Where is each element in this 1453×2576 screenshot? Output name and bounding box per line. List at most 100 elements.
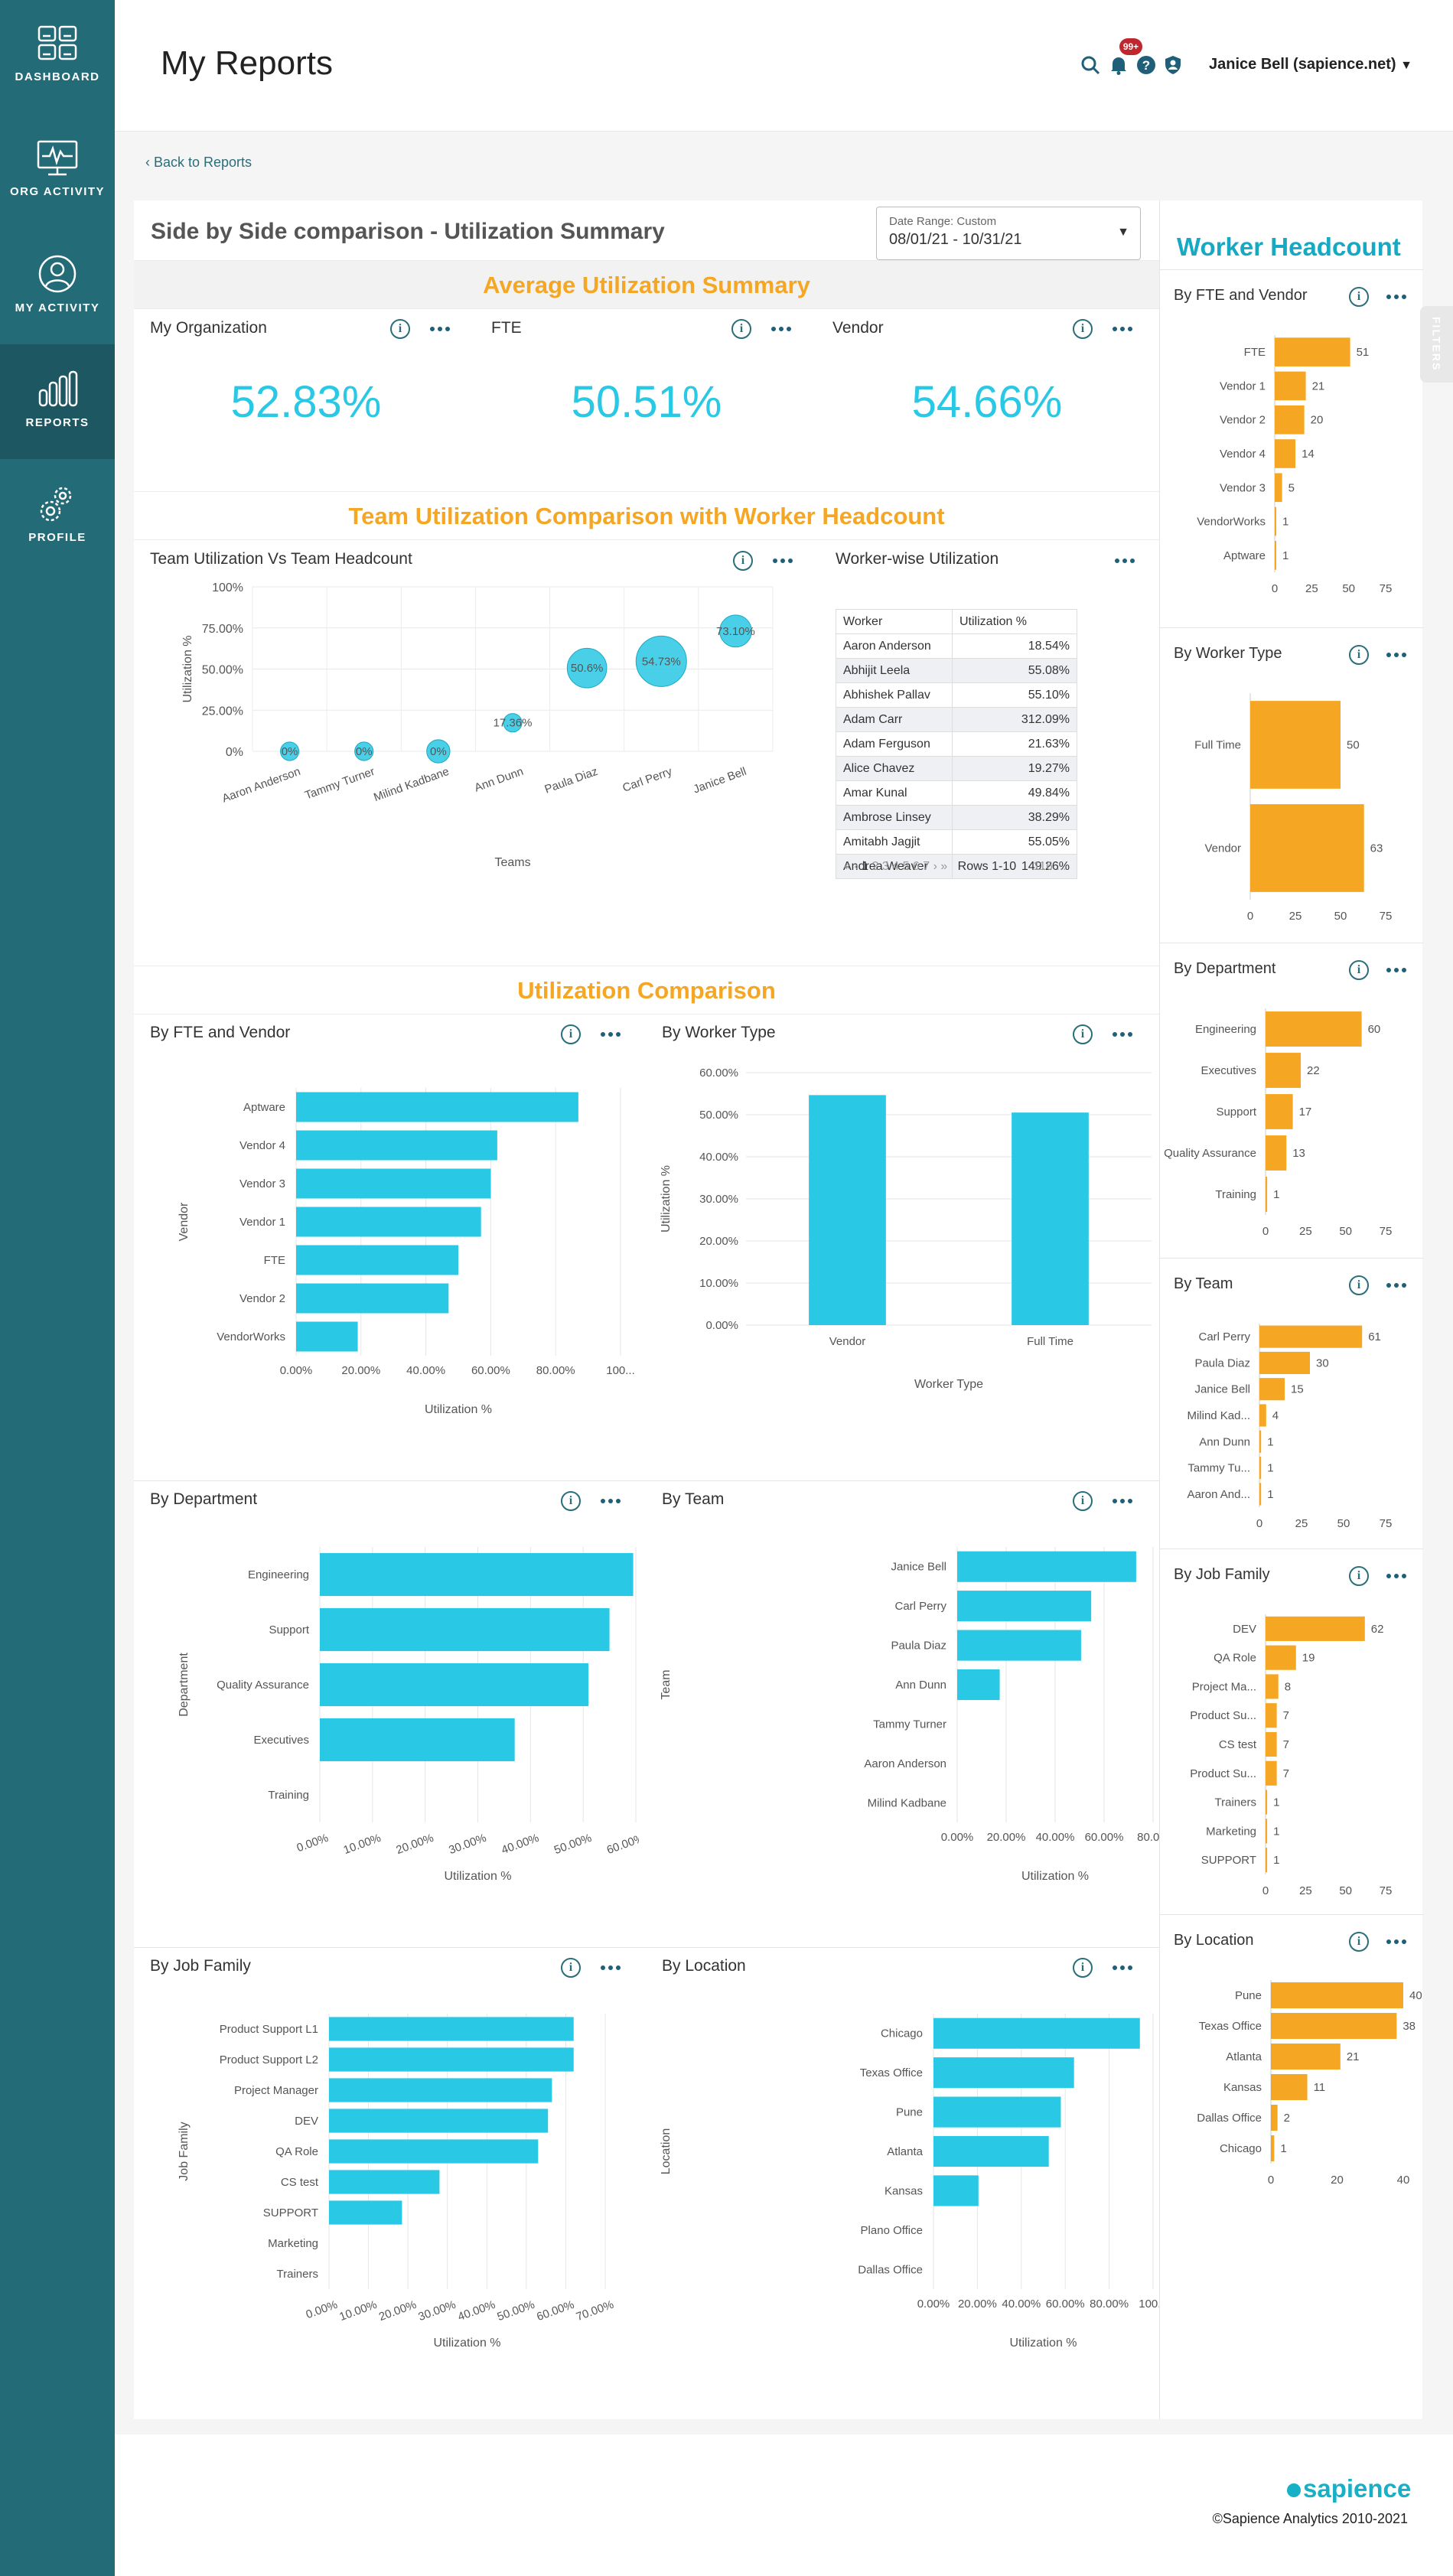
page-link[interactable]: 6 (912, 860, 920, 873)
info-icon[interactable]: i (561, 1958, 581, 1978)
bar (296, 1321, 358, 1352)
y-tick-label: Trainers (277, 2268, 318, 2281)
more-options-icon[interactable] (1385, 1281, 1408, 1290)
info-icon[interactable]: i (731, 319, 751, 339)
more-options-icon[interactable] (1113, 556, 1136, 565)
y-tick-label: 100% (212, 581, 243, 594)
y-tick-label: Tammy Tu... (1187, 1462, 1250, 1475)
more-options-icon[interactable] (1111, 1963, 1134, 1972)
divider (134, 1947, 1159, 1948)
x-tick-label: 40.00% (1036, 1831, 1075, 1844)
y-axis-title: Vendor (178, 1202, 191, 1241)
x-tick-label: Full Time (1027, 1335, 1073, 1348)
table-pagination: « ‹ 1 2 3 4 5 6 7 › » Rows 1-10 116 ... (844, 860, 1067, 874)
info-icon[interactable]: i (1073, 1491, 1093, 1511)
bar (957, 1551, 1136, 1582)
bar (1266, 1053, 1302, 1088)
table-cell: Alice Chavez (836, 756, 953, 781)
nav-reports[interactable]: REPORTS (0, 344, 115, 459)
bar (296, 1283, 449, 1314)
y-tick-label: Training (1215, 1188, 1256, 1201)
more-options-icon[interactable] (599, 1496, 622, 1506)
help-icon[interactable]: ? (1135, 54, 1158, 77)
page-link[interactable]: 3 (881, 860, 889, 873)
y-tick-label: Vendor (1204, 842, 1241, 855)
date-range-picker[interactable]: Date Range: Custom 08/01/21 - 10/31/21 ▼ (876, 207, 1141, 260)
page-link[interactable]: 7 (923, 860, 930, 873)
x-tick-label: 40.00% (406, 1364, 445, 1377)
table-cell: Abhijit Leela (836, 658, 953, 683)
bar-data-label: 1 (1282, 549, 1288, 562)
info-icon[interactable]: i (1349, 1932, 1369, 1952)
x-tick-label: 50 (1339, 1225, 1352, 1238)
nav-dashboard[interactable]: DASHBOARD (0, 0, 115, 115)
nav-profile[interactable]: PROFILE (0, 459, 115, 574)
info-icon[interactable]: i (733, 551, 753, 571)
more-options-icon[interactable] (1385, 1571, 1408, 1581)
x-tick-label: Tammy Turner (303, 765, 376, 803)
info-icon[interactable]: i (1349, 960, 1369, 980)
y-tick-label: 25.00% (202, 705, 243, 718)
table-cell: Amar Kunal (836, 780, 953, 806)
more-options-icon[interactable] (1385, 292, 1408, 301)
bell-icon[interactable] (1107, 54, 1130, 77)
user-menu[interactable]: Janice Bell (sapience.net) ▼ (1209, 56, 1412, 73)
more-options-icon[interactable] (599, 1963, 622, 1972)
x-axis-title: Utilization % (433, 2337, 500, 2350)
more-options-icon[interactable] (1385, 1937, 1408, 1946)
more-options-icon[interactable] (1111, 1030, 1134, 1039)
more-options-icon[interactable] (770, 324, 793, 334)
bar (320, 1663, 589, 1707)
info-icon[interactable]: i (1349, 1275, 1369, 1295)
more-options-icon[interactable] (599, 1030, 622, 1039)
card-title: By Job Family (1174, 1566, 1270, 1583)
info-icon[interactable]: i (1349, 1566, 1369, 1586)
info-icon[interactable]: i (561, 1024, 581, 1044)
y-tick-label: Aptware (1223, 549, 1266, 562)
more-options-icon[interactable] (428, 324, 451, 334)
filters-tab[interactable]: FILTERS (1420, 306, 1453, 383)
info-icon[interactable]: i (1073, 1024, 1093, 1044)
x-tick-label: 50.00% (496, 2298, 537, 2324)
pager-next-arrows[interactable]: › » (933, 860, 948, 873)
bar-data-label: 30 (1316, 1356, 1329, 1369)
info-icon[interactable]: i (1073, 319, 1093, 339)
x-tick-label: 0.00% (917, 2298, 950, 2311)
bar (1271, 1982, 1403, 2008)
more-options-icon[interactable] (1385, 966, 1408, 975)
nav-label: MY ACTIVITY (15, 301, 100, 314)
page-link[interactable]: 1 (862, 860, 869, 873)
info-icon[interactable]: i (1073, 1958, 1093, 1978)
page-link[interactable]: 5 (902, 860, 910, 873)
search-icon[interactable] (1079, 54, 1102, 77)
footer: sapience ©Sapience Analytics 2010-2021 (115, 2434, 1453, 2576)
page-link[interactable]: 4 (892, 860, 900, 873)
info-icon[interactable]: i (1349, 287, 1369, 307)
table-row: Andrea Weaver 149.26% (836, 854, 1077, 879)
y-tick-label: Kansas (885, 2184, 923, 2197)
more-options-icon[interactable] (1111, 1496, 1134, 1506)
bar-data-label: 7 (1283, 1767, 1289, 1780)
info-icon[interactable]: i (390, 319, 410, 339)
more-options-icon[interactable] (1385, 650, 1408, 659)
back-to-reports-link[interactable]: ‹ Back to Reports (145, 155, 252, 171)
y-axis-title: Department (178, 1653, 191, 1717)
nav-my-activity[interactable]: MY ACTIVITY (0, 230, 115, 344)
y-tick-label: 20.00% (699, 1235, 738, 1248)
info-icon[interactable]: i (1349, 645, 1369, 665)
pager-prev-arrows[interactable]: « ‹ (844, 860, 858, 873)
shield-user-icon[interactable] (1161, 54, 1184, 77)
nav-org-activity[interactable]: ORG ACTIVITY (0, 115, 115, 230)
more-options-icon[interactable] (1111, 324, 1134, 334)
y-tick-label: Quality Assurance (217, 1679, 309, 1692)
column-header: Worker (836, 609, 953, 634)
table-row: Abhijit Leela 55.08% (836, 658, 1077, 683)
bar-data-label: 14 (1302, 448, 1315, 461)
table-cell: 55.05% (952, 829, 1077, 855)
section-title: Team Utilization Comparison with Worker … (348, 503, 945, 529)
page-link[interactable]: 2 (871, 860, 879, 873)
bar (329, 2109, 549, 2133)
more-options-icon[interactable] (771, 556, 794, 565)
util-by-location-chart: 0.00% 20.00% 40.00% 60.00% 80.00% 100... Chica… (660, 2014, 1159, 2350)
info-icon[interactable]: i (561, 1491, 581, 1511)
